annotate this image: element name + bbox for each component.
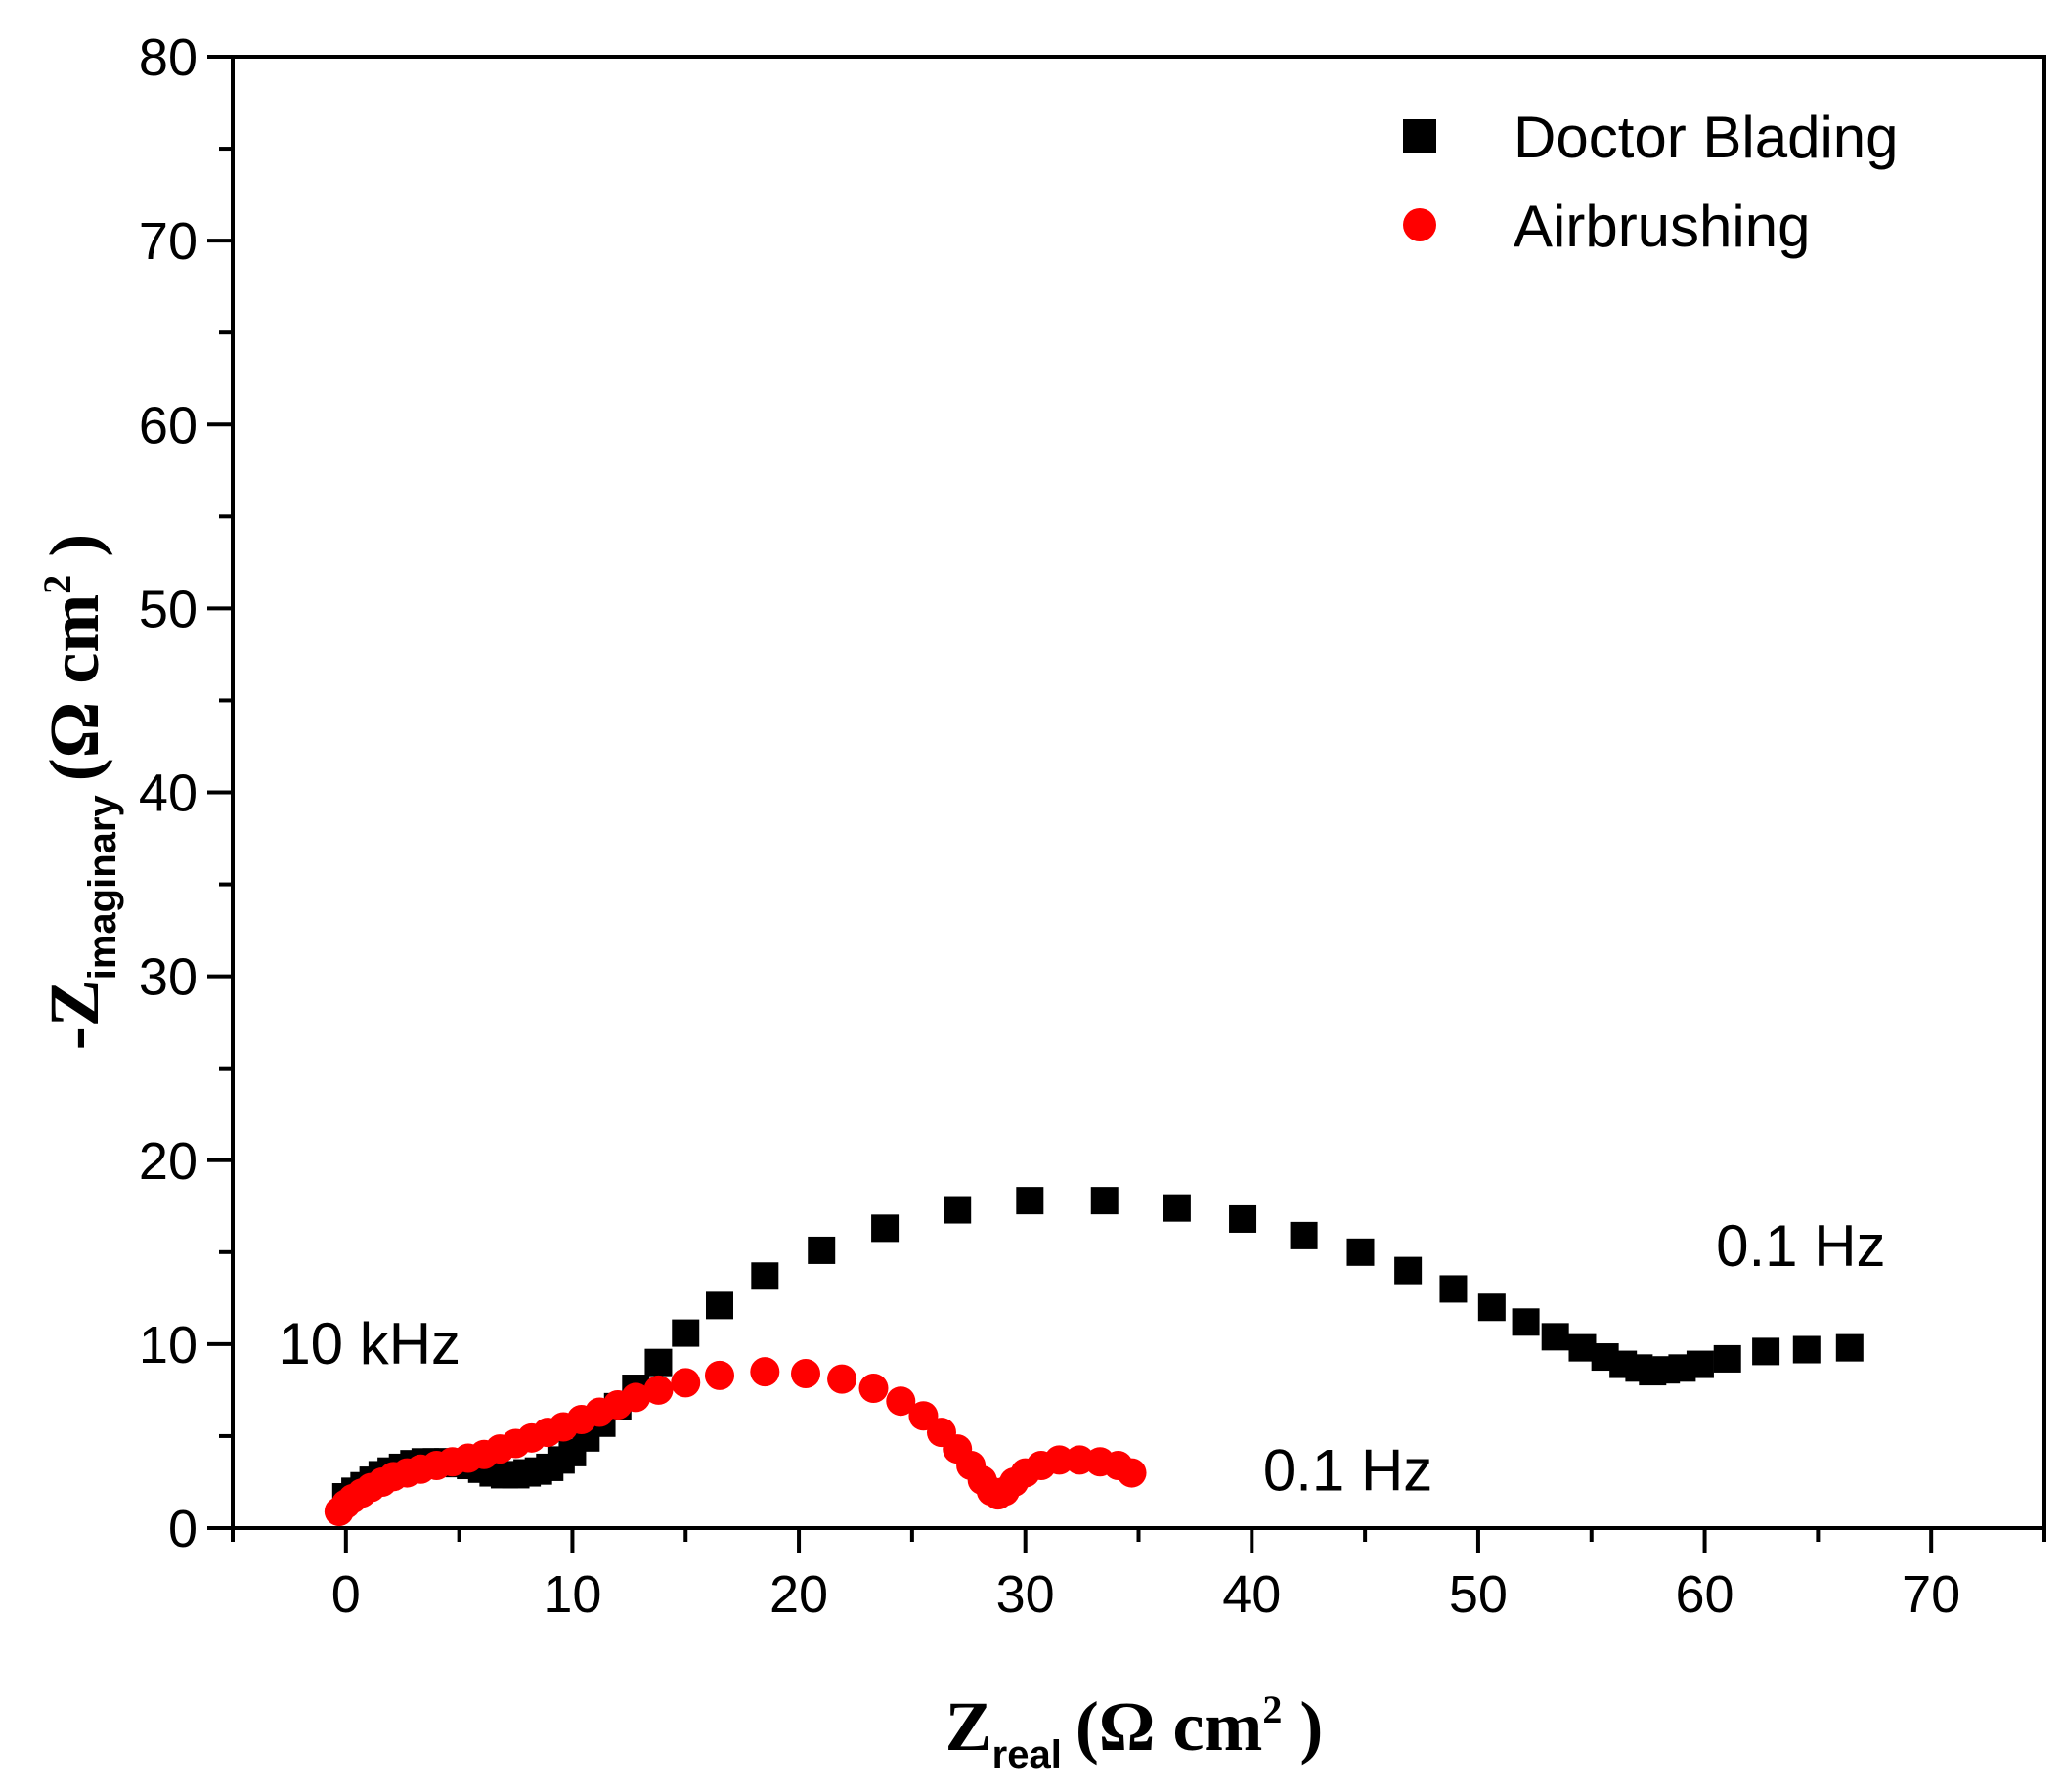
x-axis-label: Zreal (Ω cm2 ) [945, 1687, 1324, 1776]
legend: Doctor Blading Airbrushing [1403, 105, 1899, 259]
y-tick-label: 20 [139, 1132, 198, 1191]
data-point [621, 1382, 651, 1413]
x-tick-label: 30 [996, 1565, 1055, 1624]
data-point [643, 1375, 674, 1405]
y-axis-ticks [207, 55, 233, 1530]
annotations: 10 kHz 0.1 Hz 0.1 Hz [278, 1213, 1885, 1504]
y-tick-label: 40 [139, 765, 198, 823]
data-point [944, 1196, 972, 1224]
data-point [791, 1358, 821, 1388]
data-point [871, 1214, 900, 1243]
frequency-annotation: 0.1 Hz [1716, 1213, 1885, 1279]
data-point [1394, 1256, 1423, 1285]
data-point [705, 1291, 733, 1320]
data-point [886, 1386, 916, 1417]
y-axis-tick-labels: 0 10 20 30 40 50 60 70 80 [139, 28, 198, 1558]
data-point [1541, 1323, 1569, 1351]
y-tick-label: 70 [139, 212, 198, 271]
x-tick-label: 10 [543, 1565, 601, 1624]
data-point [1512, 1308, 1540, 1336]
data-point [672, 1319, 700, 1347]
y-tick-label: 0 [168, 1500, 198, 1558]
legend-label-doctor-blading: Doctor Blading [1514, 105, 1899, 170]
data-point [1752, 1337, 1780, 1366]
data-point [704, 1360, 734, 1390]
data-point [1713, 1344, 1741, 1373]
plot-frame [231, 55, 2046, 1530]
x-tick-label: 40 [1222, 1565, 1281, 1624]
legend-marker-doctor-blading [1403, 119, 1436, 153]
y-tick-label: 10 [139, 1316, 198, 1375]
data-point [1835, 1333, 1864, 1362]
data-point [1439, 1275, 1468, 1303]
frequency-annotation: 10 kHz [278, 1311, 461, 1377]
data-point [1792, 1335, 1821, 1364]
data-point [644, 1348, 673, 1377]
data-point [751, 1262, 779, 1290]
series-doctor-blading [331, 1187, 1864, 1511]
data-series [324, 1187, 1864, 1527]
legend-label-airbrushing: Airbrushing [1514, 194, 1811, 259]
y-tick-label: 60 [139, 396, 198, 455]
y-tick-label: 30 [139, 948, 198, 1007]
data-point [1290, 1221, 1318, 1249]
x-tick-label: 20 [769, 1565, 828, 1624]
data-point [1090, 1187, 1119, 1215]
x-tick-label: 60 [1676, 1565, 1734, 1624]
data-point [1686, 1350, 1714, 1378]
data-point [858, 1374, 889, 1404]
x-tick-label: 0 [331, 1565, 361, 1624]
frequency-annotation: 0.1 Hz [1263, 1438, 1432, 1504]
series-airbrushing [324, 1357, 1147, 1527]
data-point [671, 1368, 701, 1398]
x-axis-ticks [231, 1528, 2046, 1553]
data-point [750, 1357, 780, 1387]
y-tick-label: 80 [139, 28, 198, 87]
data-point [1477, 1293, 1506, 1322]
x-axis-tick-labels: 0 10 20 30 40 50 60 70 [331, 1565, 1960, 1624]
y-axis-label: -Zimaginary(Ω cm2 ) [35, 534, 124, 1051]
data-point [1163, 1194, 1191, 1222]
data-point [1016, 1187, 1044, 1215]
data-point [808, 1236, 836, 1264]
data-point [1117, 1458, 1147, 1488]
data-point [1229, 1204, 1257, 1233]
data-point [1346, 1238, 1375, 1266]
x-tick-label: 50 [1449, 1565, 1508, 1624]
y-tick-label: 50 [139, 580, 198, 638]
legend-marker-airbrushing [1403, 208, 1436, 241]
data-point [827, 1364, 857, 1394]
data-point [1044, 1445, 1075, 1475]
x-tick-label: 70 [1902, 1565, 1960, 1624]
